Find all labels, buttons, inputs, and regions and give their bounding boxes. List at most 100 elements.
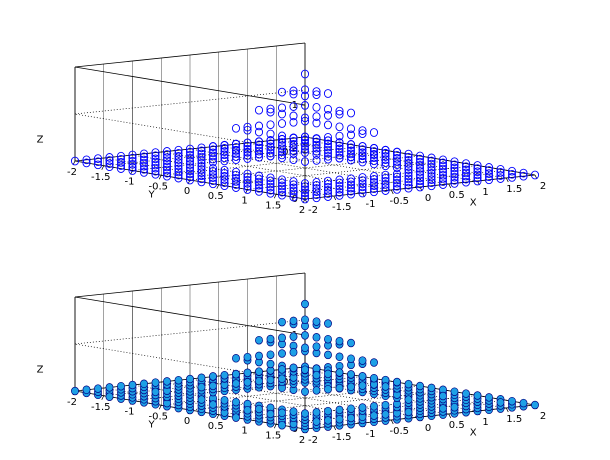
data-point <box>392 163 402 173</box>
x-tick-mark <box>333 425 337 431</box>
plot-1: 0 0.5 1 Z -2 -1.5 -1 -0.5 0 0.5 1 1.5 2 Y -2 -1.5 -1 -0.5… <box>37 42 546 216</box>
data-point <box>347 370 355 379</box>
data-point <box>369 150 379 159</box>
data-point <box>438 155 448 165</box>
data-point <box>358 157 367 167</box>
data-point <box>301 299 309 309</box>
data-point <box>369 187 379 197</box>
data-point <box>162 159 172 169</box>
data-point <box>347 413 355 423</box>
data-point <box>254 149 264 159</box>
data-point <box>404 177 413 187</box>
data-point <box>300 191 310 201</box>
data-point <box>266 107 275 117</box>
data-point <box>381 382 390 391</box>
z-tick-label: 1 <box>292 100 298 111</box>
data-point <box>427 181 436 191</box>
data-point <box>277 175 287 185</box>
data-point <box>185 163 195 172</box>
data-point <box>312 177 321 187</box>
data-point <box>162 156 172 166</box>
data-point <box>266 142 275 152</box>
data-point <box>300 145 310 154</box>
data-point <box>289 180 298 190</box>
data-point <box>369 178 379 187</box>
data-point <box>358 403 367 412</box>
y-tick-mark <box>101 165 105 170</box>
data-point <box>254 177 264 187</box>
data-point <box>323 192 333 201</box>
data-point <box>461 171 471 181</box>
y-tick-label: 2 <box>299 435 305 446</box>
data-point <box>208 163 218 173</box>
data-point <box>151 169 160 179</box>
data-point <box>255 376 263 386</box>
data-point <box>220 395 229 405</box>
data-point <box>220 175 229 184</box>
data-point <box>117 381 125 391</box>
data-point <box>335 352 344 362</box>
data-point <box>128 159 137 169</box>
data-point <box>266 145 275 155</box>
data-point <box>151 160 160 170</box>
data-point <box>243 141 252 151</box>
data-point <box>277 141 287 150</box>
data-point <box>289 136 298 146</box>
y-tick-mark <box>101 395 105 400</box>
data-point <box>323 151 333 161</box>
data-point <box>209 372 217 381</box>
data-point <box>220 150 229 160</box>
data-point <box>473 391 482 400</box>
data-point <box>323 145 333 155</box>
data-point <box>277 109 287 119</box>
data-point <box>427 169 436 178</box>
data-point <box>208 145 218 155</box>
data-point <box>473 164 482 173</box>
data-point <box>151 166 160 176</box>
data-point <box>324 416 332 425</box>
data-point <box>174 155 183 164</box>
data-point <box>278 365 286 374</box>
data-point <box>231 155 241 165</box>
data-point <box>255 404 263 414</box>
data-point <box>335 153 344 163</box>
data-point <box>335 383 344 393</box>
data-point <box>254 174 264 184</box>
data-point <box>174 164 183 174</box>
data-point <box>312 87 321 96</box>
y-tick-label: -2 <box>67 167 77 178</box>
data-point <box>370 358 378 367</box>
data-point <box>381 152 390 161</box>
data-point <box>358 141 367 151</box>
data-point <box>427 153 436 163</box>
data-point <box>346 180 356 190</box>
data-point <box>151 378 160 387</box>
data-point <box>289 149 298 159</box>
x-axis-label: X <box>470 198 477 209</box>
x-tick-mark <box>390 419 394 425</box>
data-point <box>300 194 310 204</box>
data-point <box>266 409 275 419</box>
data-point <box>346 152 356 162</box>
data-point <box>381 148 390 158</box>
data-point <box>197 168 206 177</box>
data-point <box>450 402 459 412</box>
y-tick-mark <box>216 414 220 419</box>
data-point <box>323 136 333 145</box>
data-point <box>300 148 310 157</box>
y-tick-label: 0 <box>184 186 190 197</box>
data-point <box>358 151 367 160</box>
data-point <box>254 143 264 153</box>
data-point <box>162 150 172 159</box>
data-point <box>289 407 298 416</box>
data-point <box>358 372 367 381</box>
data-point <box>197 382 206 392</box>
data-point <box>174 170 183 180</box>
data-point <box>519 171 528 181</box>
data-point <box>277 190 287 200</box>
data-point <box>381 410 390 419</box>
data-point <box>243 368 252 378</box>
data-point <box>358 182 367 192</box>
data-point <box>254 180 264 190</box>
